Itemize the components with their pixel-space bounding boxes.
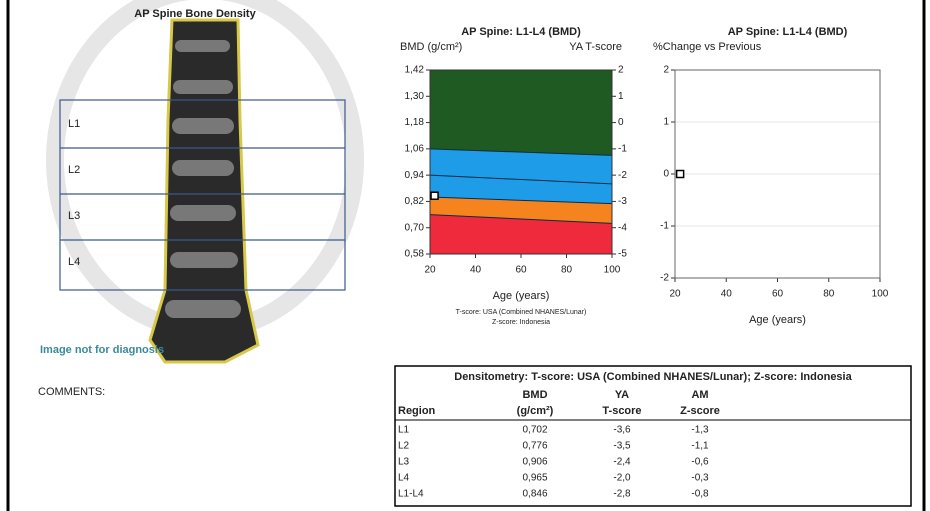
x-axis-label: Age (years) [749, 314, 806, 326]
y2-tick-label: 2 [618, 65, 624, 76]
y-tick-label: 0,82 [405, 196, 425, 207]
y2-tick-label: -4 [618, 222, 627, 233]
table-cell: -2,8 [613, 489, 631, 500]
table-header: BMD [522, 389, 547, 401]
patient-point [431, 192, 438, 199]
y-tick-label: 1 [663, 117, 669, 128]
footnote: Z-score: Indonesia [492, 319, 550, 326]
x-tick-label: 20 [669, 289, 681, 300]
table-header: Region [398, 405, 436, 417]
table-cell: 0,906 [522, 457, 547, 468]
watermark: Image not for diagnosis [40, 344, 164, 356]
table-header: T-score [602, 405, 641, 417]
x-tick-label: 60 [515, 265, 527, 276]
x-tick-label: 20 [424, 265, 436, 276]
table-cell: -1,3 [691, 425, 709, 436]
x-tick-label: 40 [470, 265, 482, 276]
table-cell: -3,5 [613, 441, 631, 452]
y-tick-label: 0,94 [405, 170, 425, 181]
y-tick-label: 0 [663, 169, 669, 180]
y2-tick-label: -5 [618, 249, 627, 260]
table-cell: L4 [398, 473, 410, 484]
table-header: Z-score [680, 405, 720, 417]
x-tick-label: 100 [604, 265, 621, 276]
image-title: AP Spine Bone Density [134, 8, 256, 20]
table-cell: L3 [398, 457, 410, 468]
table-cell: L2 [398, 441, 410, 452]
patient-point [677, 171, 684, 178]
reference-band [430, 70, 612, 155]
x-axis-label: Age (years) [493, 290, 550, 302]
table-header: AM [691, 389, 708, 401]
y-tick-label: -2 [660, 273, 669, 284]
table-header: (g/cm²) [517, 405, 554, 417]
table-cell: -3,6 [613, 425, 631, 436]
y-tick-label: 0,70 [405, 222, 425, 233]
x-tick-label: 100 [872, 289, 889, 300]
table-cell: -0,8 [691, 489, 709, 500]
chart-title: AP Spine: L1-L4 (BMD) [728, 26, 848, 38]
table-cell: -2,0 [613, 473, 631, 484]
table-cell: -1,1 [691, 441, 709, 452]
table-cell: L1 [398, 425, 410, 436]
table-cell: -0,6 [691, 457, 709, 468]
region-label: L4 [68, 256, 80, 268]
table-cell: -0,3 [691, 473, 709, 484]
y-tick-label: 1,18 [405, 117, 425, 128]
table-title: Densitometry: T-score: USA (Combined NHA… [454, 371, 852, 383]
table-cell: L1-L4 [398, 489, 424, 500]
region-label: L3 [68, 210, 80, 222]
y-tick-label: -1 [660, 221, 669, 232]
x-tick-label: 40 [721, 289, 733, 300]
x-tick-label: 80 [561, 265, 573, 276]
y-tick-label: 0,58 [405, 249, 425, 260]
table-cell: -2,4 [613, 457, 631, 468]
chart-title: AP Spine: L1-L4 (BMD) [461, 26, 581, 38]
y2-tick-label: -3 [618, 196, 627, 207]
report-page: AP Spine Bone Density L1 L2 L3 L4 Image … [0, 0, 930, 511]
footnote: T-score: USA (Combined NHANES/Lunar) [456, 309, 587, 316]
x-tick-label: 60 [772, 289, 784, 300]
y2-tick-label: 1 [618, 91, 624, 102]
table-header: YA [615, 389, 629, 401]
region-label: L1 [68, 118, 80, 130]
table-cell: 0,846 [522, 489, 547, 500]
y-axis-label: %Change vs Previous [653, 41, 762, 53]
y2-tick-label: -2 [618, 170, 627, 181]
y-axis-label: BMD (g/cm²) [400, 41, 462, 53]
y-tick-label: 1,42 [405, 65, 425, 76]
x-tick-label: 80 [823, 289, 835, 300]
region-label: L2 [68, 164, 80, 176]
y-tick-label: 1,30 [405, 91, 425, 102]
table-cell: 0,702 [522, 425, 547, 436]
table-cell: 0,776 [522, 441, 547, 452]
comments-label: COMMENTS: [38, 386, 105, 398]
y2-axis-label: YA T-score [569, 41, 622, 53]
y2-tick-label: -1 [618, 143, 627, 154]
y-tick-label: 2 [663, 65, 669, 76]
y2-tick-label: 0 [618, 117, 624, 128]
y-tick-label: 1,06 [405, 143, 425, 154]
table-cell: 0,965 [522, 473, 547, 484]
